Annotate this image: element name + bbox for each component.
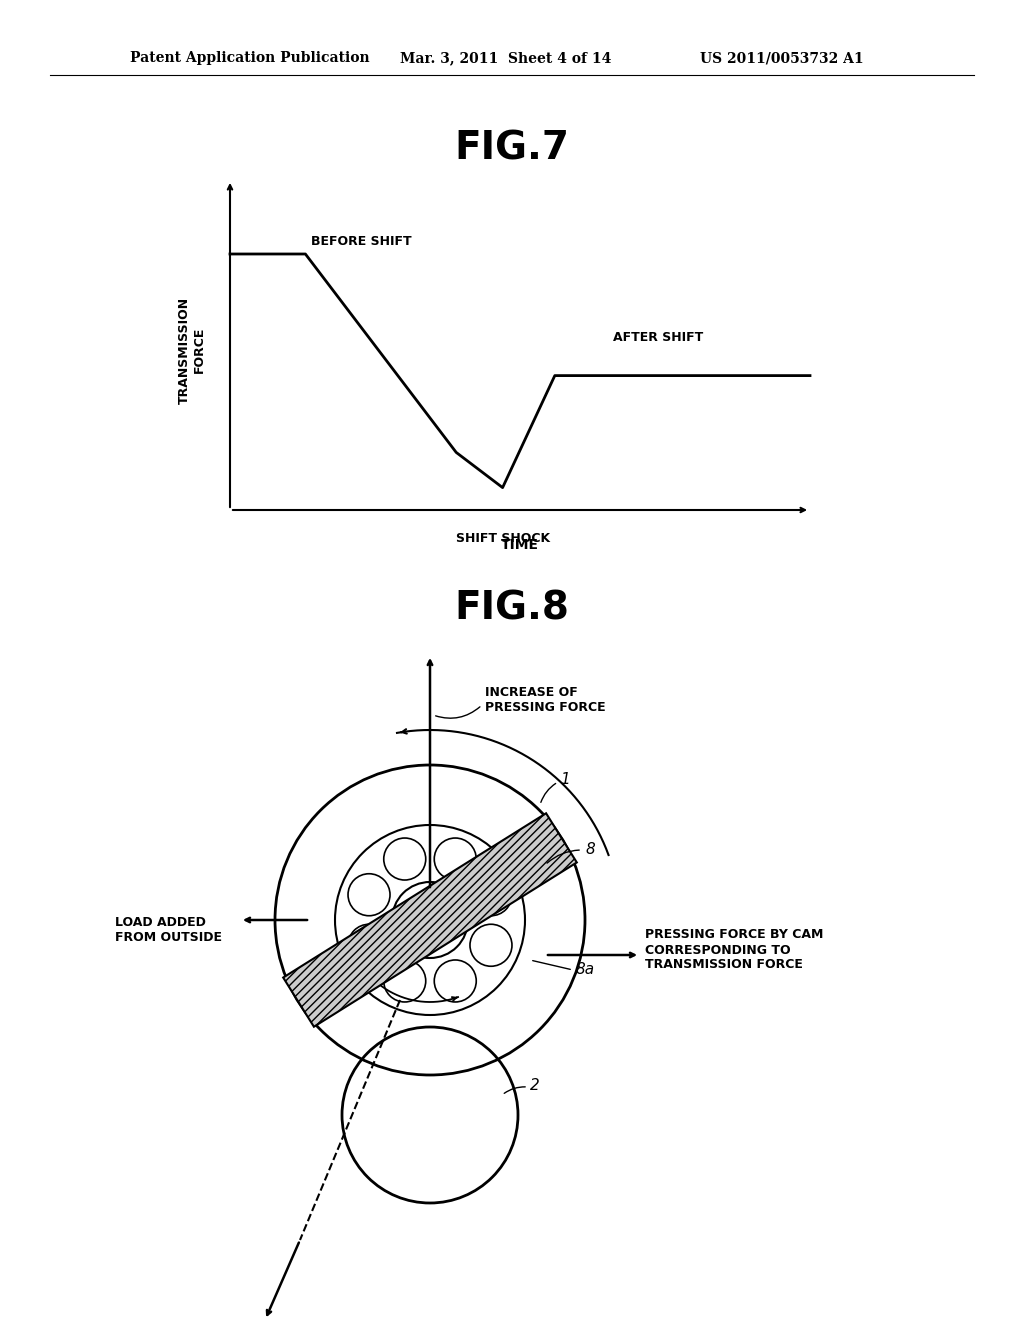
Text: 2: 2 bbox=[530, 1077, 540, 1093]
Text: SHIFT SHOCK: SHIFT SHOCK bbox=[456, 532, 550, 545]
Text: 8: 8 bbox=[585, 842, 595, 858]
Text: INCREASE OF
PRESSING FORCE: INCREASE OF PRESSING FORCE bbox=[485, 686, 605, 714]
Text: 8a: 8a bbox=[575, 962, 594, 978]
Text: Mar. 3, 2011  Sheet 4 of 14: Mar. 3, 2011 Sheet 4 of 14 bbox=[400, 51, 611, 65]
Polygon shape bbox=[284, 813, 577, 1027]
Text: AFTER SHIFT: AFTER SHIFT bbox=[612, 330, 703, 343]
Text: FIG.8: FIG.8 bbox=[455, 590, 569, 628]
Text: 1: 1 bbox=[560, 772, 569, 788]
Text: LOAD ADDED
FROM OUTSIDE: LOAD ADDED FROM OUTSIDE bbox=[115, 916, 222, 944]
Text: FIG.7: FIG.7 bbox=[455, 129, 569, 168]
Text: PRESSING FORCE BY CAM
CORRESPONDING TO
TRANSMISSION FORCE: PRESSING FORCE BY CAM CORRESPONDING TO T… bbox=[645, 928, 823, 972]
Text: Patent Application Publication: Patent Application Publication bbox=[130, 51, 370, 65]
Text: US 2011/0053732 A1: US 2011/0053732 A1 bbox=[700, 51, 863, 65]
Text: BEFORE SHIFT: BEFORE SHIFT bbox=[311, 235, 412, 248]
Text: TRANSMISSION
FORCE: TRANSMISSION FORCE bbox=[178, 297, 206, 404]
Text: TIME: TIME bbox=[501, 539, 539, 552]
